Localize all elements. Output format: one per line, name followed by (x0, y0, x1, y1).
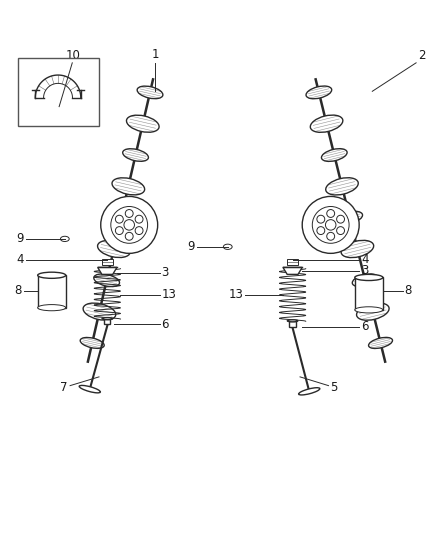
Ellipse shape (368, 337, 392, 349)
Ellipse shape (98, 240, 130, 257)
Ellipse shape (137, 86, 163, 99)
Text: 8: 8 (14, 284, 22, 297)
Text: 3: 3 (161, 266, 169, 279)
Ellipse shape (79, 385, 100, 393)
Circle shape (125, 232, 133, 240)
Text: 1: 1 (152, 47, 159, 61)
Bar (38, 275, 66, 308)
Ellipse shape (123, 149, 148, 161)
Circle shape (124, 220, 134, 230)
Circle shape (317, 215, 325, 223)
Text: 13: 13 (228, 288, 243, 302)
Ellipse shape (357, 303, 389, 320)
Circle shape (135, 227, 143, 235)
Text: 2: 2 (418, 49, 426, 61)
Ellipse shape (108, 212, 134, 224)
Circle shape (101, 197, 158, 253)
Circle shape (337, 227, 345, 235)
Text: 4: 4 (17, 253, 24, 266)
Bar (290, 321, 296, 327)
Ellipse shape (127, 115, 159, 132)
Ellipse shape (60, 236, 69, 241)
Circle shape (325, 220, 336, 230)
Ellipse shape (352, 274, 378, 287)
Ellipse shape (306, 86, 332, 99)
Ellipse shape (337, 211, 363, 224)
Text: 9: 9 (17, 232, 24, 245)
Ellipse shape (102, 318, 113, 320)
Ellipse shape (112, 178, 145, 195)
Circle shape (302, 197, 359, 253)
Text: 9: 9 (187, 240, 195, 253)
Ellipse shape (223, 244, 232, 249)
Polygon shape (98, 268, 117, 274)
Bar (102, 259, 113, 265)
Ellipse shape (94, 274, 120, 287)
Ellipse shape (83, 303, 116, 320)
Circle shape (135, 215, 143, 223)
Text: 3: 3 (361, 264, 368, 277)
Text: 4: 4 (361, 253, 368, 266)
Bar (104, 319, 110, 324)
Text: 7: 7 (60, 381, 68, 394)
Ellipse shape (299, 387, 320, 395)
Bar (18, 59, 99, 126)
Ellipse shape (38, 304, 66, 311)
Text: 6: 6 (161, 318, 169, 331)
Ellipse shape (80, 337, 104, 349)
Text: 13: 13 (161, 288, 176, 302)
Text: 5: 5 (330, 381, 338, 394)
Circle shape (327, 209, 335, 217)
Bar (287, 259, 298, 265)
Ellipse shape (355, 274, 383, 280)
Circle shape (125, 209, 133, 217)
Polygon shape (283, 268, 302, 274)
Ellipse shape (326, 177, 358, 195)
Ellipse shape (287, 320, 298, 322)
Text: 6: 6 (361, 320, 368, 333)
Ellipse shape (38, 272, 66, 278)
Circle shape (327, 232, 335, 240)
Text: 10: 10 (66, 49, 81, 61)
Circle shape (115, 227, 123, 235)
Circle shape (312, 206, 349, 243)
Bar (355, 278, 383, 310)
Ellipse shape (355, 307, 383, 313)
Circle shape (111, 206, 148, 243)
Ellipse shape (310, 115, 343, 132)
Circle shape (337, 215, 345, 223)
Circle shape (115, 215, 123, 223)
Circle shape (317, 227, 325, 235)
Ellipse shape (341, 240, 374, 257)
Text: 8: 8 (405, 284, 412, 297)
Ellipse shape (321, 149, 347, 161)
